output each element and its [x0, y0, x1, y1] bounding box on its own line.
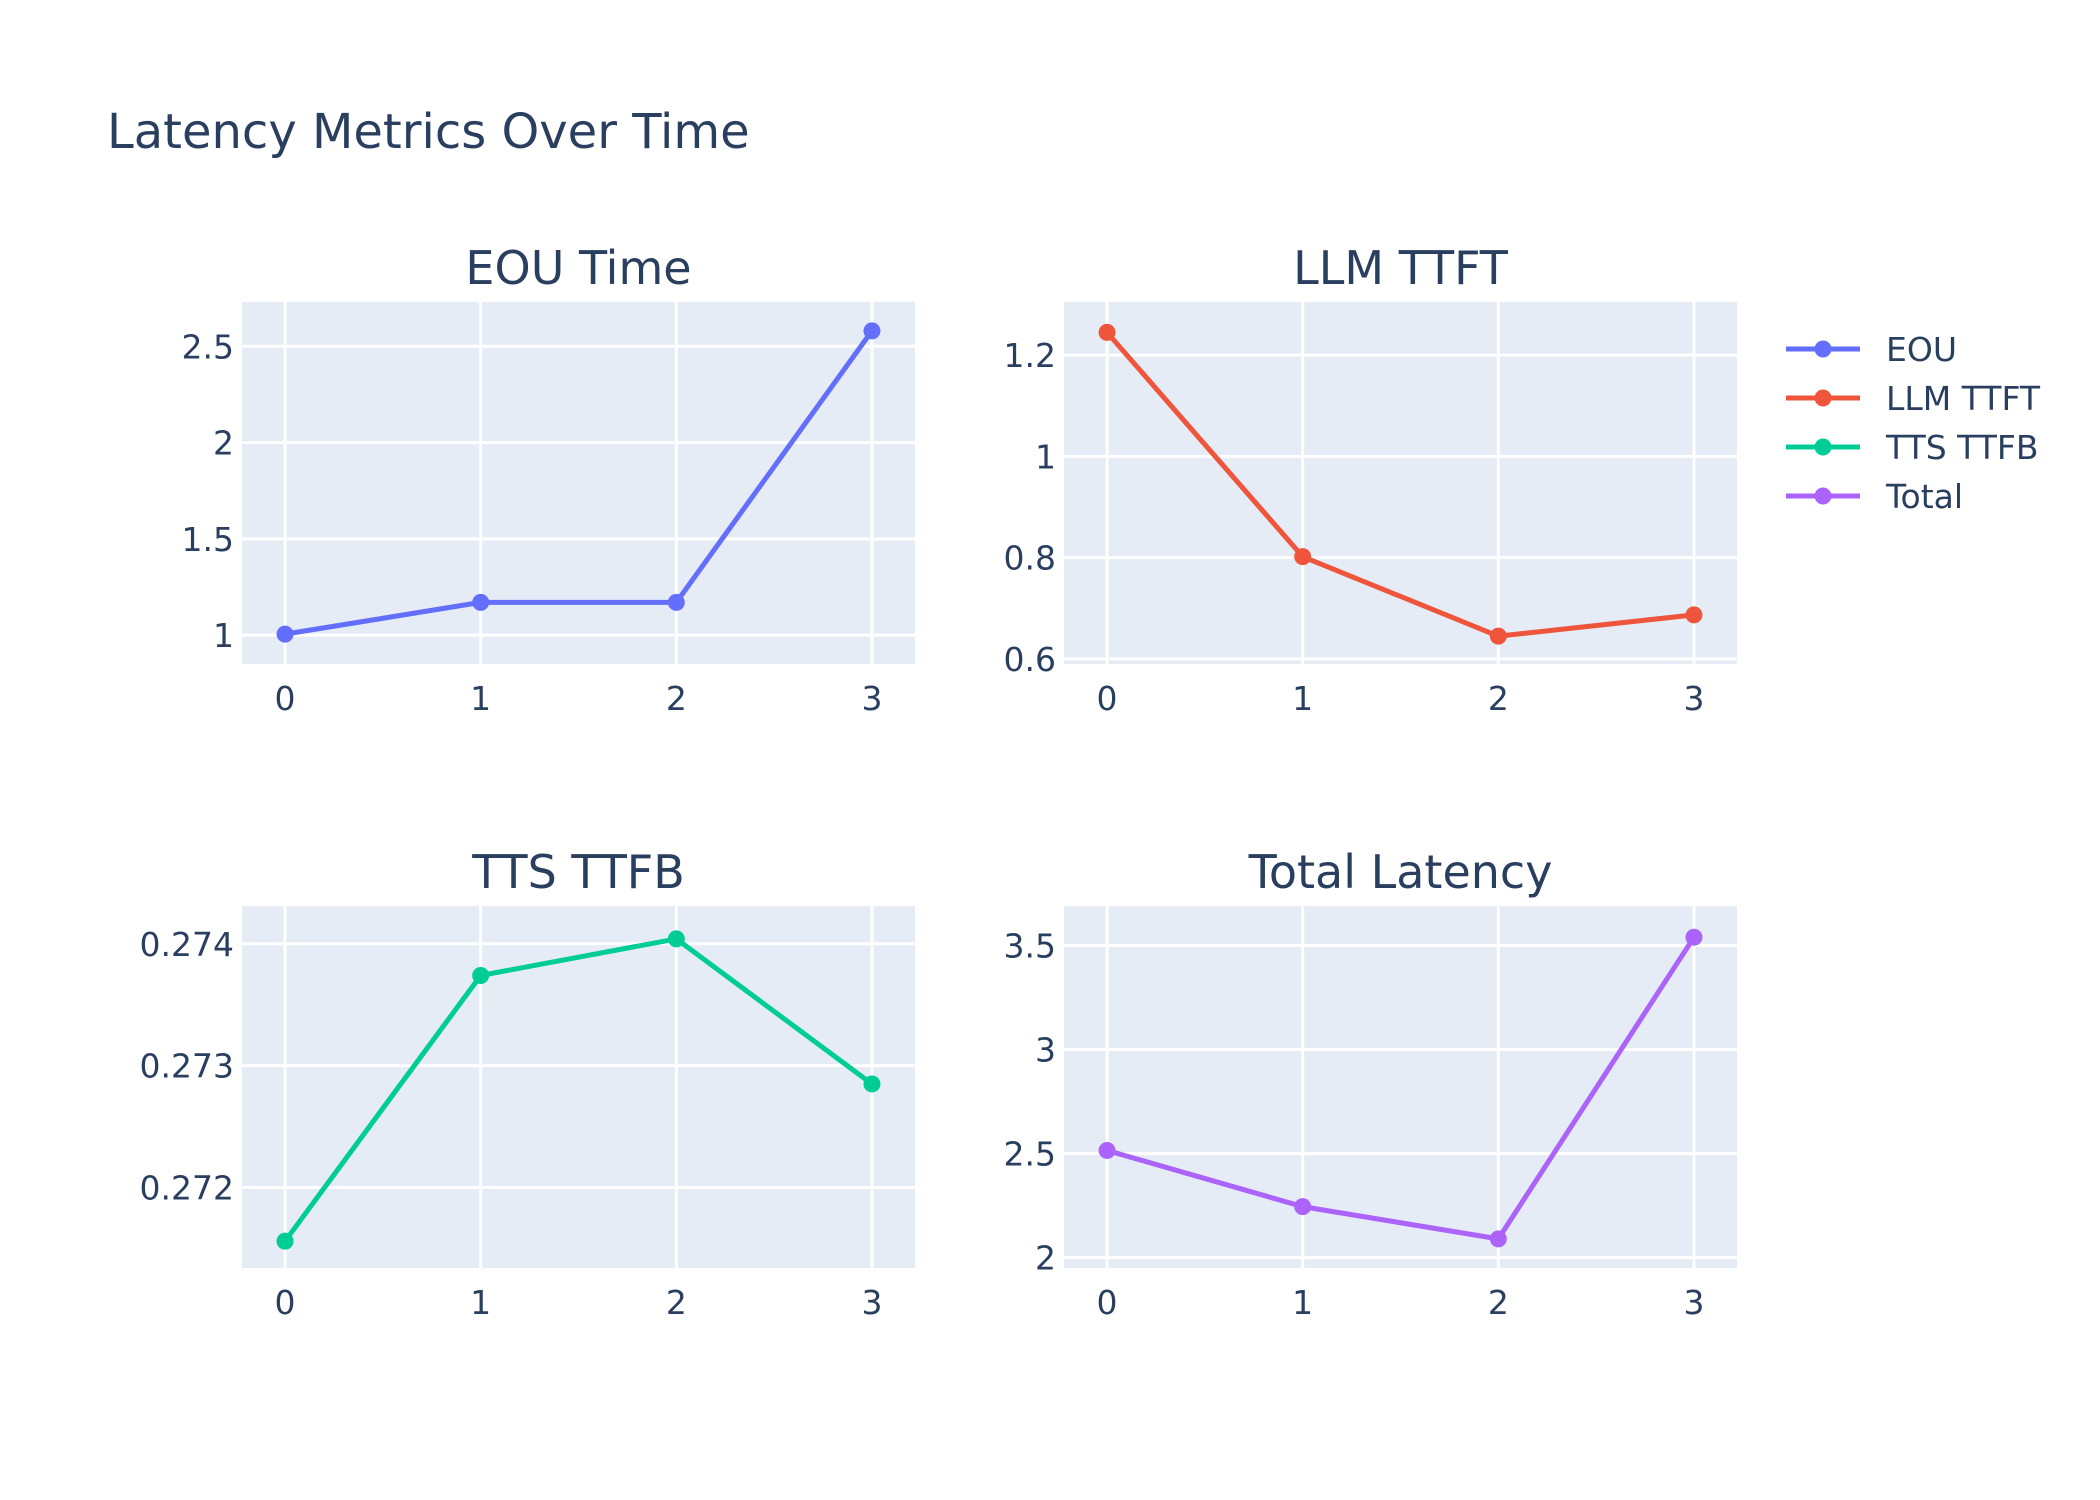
x-tick-label: 2 [1488, 1283, 1509, 1322]
y-tick-label: 0.272 [140, 1169, 234, 1208]
series-line-llm-ttft [1104, 329, 1697, 639]
series-line-total [1104, 934, 1697, 1242]
subplot-1: 0 1 2 3 1 1.5 2 2.5 EOU Time [182, 241, 915, 718]
legend-label: TTS TTFB [1885, 428, 2039, 467]
data-point[interactable] [1685, 606, 1703, 624]
data-point[interactable] [1685, 928, 1703, 946]
legend-label: EOU [1886, 330, 1957, 369]
y-tick-label: 2 [1035, 1239, 1056, 1278]
data-point[interactable] [276, 1232, 294, 1250]
figure-title: Latency Metrics Over Time [107, 104, 750, 160]
data-point[interactable] [1489, 1230, 1507, 1248]
data-point[interactable] [667, 593, 685, 611]
x-tick-label: 0 [1097, 1283, 1118, 1322]
legend-label: Total [1885, 477, 1963, 516]
y-tick-label: 2.5 [1004, 1135, 1056, 1174]
x-tick-label: 3 [861, 679, 882, 718]
y-tick-label: 1 [1035, 437, 1056, 476]
x-tick-label: 1 [1292, 679, 1313, 718]
gridlines [242, 302, 915, 664]
data-point[interactable] [1294, 1198, 1312, 1216]
data-point[interactable] [1489, 627, 1507, 645]
y-tick-label: 3 [1035, 1031, 1056, 1070]
legend-marker [1814, 487, 1832, 505]
y-tick-label: 0.8 [1004, 539, 1056, 578]
legend-item[interactable]: EOU [1786, 330, 1957, 369]
y-tick-label: 1.2 [1004, 336, 1056, 375]
subplot-title: Total Latency [1248, 845, 1553, 899]
x-tick-label: 1 [1292, 1283, 1313, 1322]
data-point[interactable] [863, 322, 881, 340]
x-tick-label: 0 [1097, 679, 1118, 718]
subplot-4: 0 1 2 3 2 2.5 3 3.5 Total Latency [1004, 845, 1737, 1322]
x-tick-label: 3 [1683, 1283, 1704, 1322]
y-tick-label: 2 [213, 424, 234, 463]
legend-label: LLM TTFT [1886, 379, 2041, 418]
gridlines [1064, 906, 1737, 1268]
gridlines [1064, 302, 1737, 664]
data-point[interactable] [1294, 548, 1312, 566]
x-tick-label: 3 [861, 1283, 882, 1322]
plot-background [1064, 906, 1737, 1268]
legend-item[interactable]: Total [1786, 477, 1963, 516]
y-tick-label: 1.5 [182, 520, 234, 559]
y-tick-label: 0.274 [140, 925, 234, 964]
legend-item[interactable]: TTS TTFB [1786, 428, 2039, 467]
data-point[interactable] [667, 930, 685, 948]
plot-background [242, 302, 915, 664]
series-line-eou [282, 328, 875, 637]
x-tick-label: 2 [666, 1283, 687, 1322]
y-tick-label: 1 [213, 616, 234, 655]
plot-background [242, 906, 915, 1268]
x-tick-label: 1 [470, 679, 491, 718]
legend-marker [1814, 389, 1832, 407]
data-point[interactable] [472, 966, 490, 984]
y-tick-label: 2.5 [182, 327, 234, 366]
subplots: 0 1 2 3 1 1.5 2 2.5 EOU Time 0 1 2 3 0.6 0.8 1 1.2 LLM TT… [140, 241, 1737, 1322]
data-point[interactable] [1098, 1141, 1116, 1159]
data-point[interactable] [863, 1075, 881, 1093]
y-tick-label: 3.5 [1004, 927, 1056, 966]
subplot-title: TTS TTFB [471, 845, 685, 899]
subplot-title: EOU Time [465, 241, 691, 295]
x-tick-label: 2 [666, 679, 687, 718]
legend-item[interactable]: LLM TTFT [1786, 379, 2041, 418]
legend[interactable]: EOU LLM TTFT TTS TTFB Total [1786, 330, 2041, 516]
x-tick-label: 1 [470, 1283, 491, 1322]
x-tick-label: 0 [275, 1283, 296, 1322]
data-point[interactable] [472, 593, 490, 611]
legend-marker [1814, 340, 1832, 358]
legend-marker [1814, 438, 1832, 456]
subplot-3: 0 1 2 3 0.272 0.273 0.274 TTS TTFB [140, 845, 915, 1322]
plot-background [1064, 302, 1737, 664]
subplot-title: LLM TTFT [1293, 241, 1509, 295]
subplot-2: 0 1 2 3 0.6 0.8 1 1.2 LLM TTFT [1004, 241, 1737, 718]
data-point[interactable] [1098, 323, 1116, 341]
x-tick-label: 3 [1683, 679, 1704, 718]
x-tick-label: 0 [275, 679, 296, 718]
data-point[interactable] [276, 625, 294, 643]
y-tick-label: 0.6 [1004, 640, 1056, 679]
y-tick-label: 0.273 [140, 1047, 234, 1086]
x-tick-label: 2 [1488, 679, 1509, 718]
series-line-tts-ttfb [282, 936, 875, 1244]
